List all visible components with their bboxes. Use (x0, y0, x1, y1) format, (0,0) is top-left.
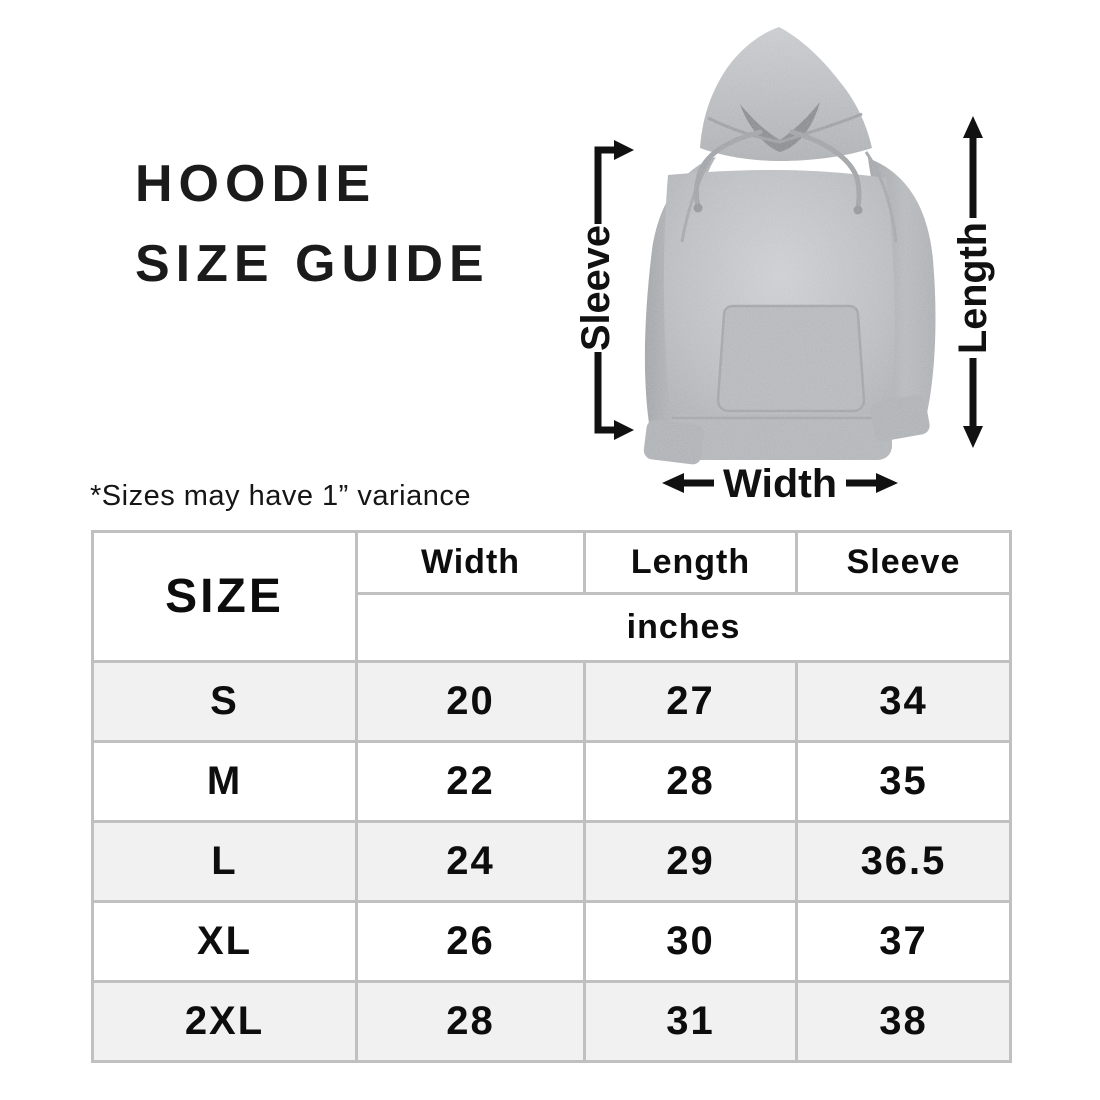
hoodie-measurement-diagram: Sleeve Length Width (574, 27, 995, 506)
table-header-row: SIZE Width Length Sleeve (91, 530, 1012, 663)
page-title-line2: SIZE GUIDE (135, 235, 490, 293)
width-column-header: Width (355, 530, 586, 595)
hoodie-hem-band (668, 414, 892, 460)
table-row-xl: XL 26 30 37 (91, 900, 1012, 983)
sleeve-cell: 37 (795, 900, 1012, 983)
sleeve-cell: 35 (795, 740, 1012, 823)
size-cell: 2XL (91, 980, 358, 1063)
hoodie-figure: Sleeve Length Width (540, 0, 1020, 515)
left-drawstring (693, 129, 763, 209)
left-cuff (643, 419, 705, 465)
width-cell: 28 (355, 980, 586, 1063)
width-label: Width (723, 462, 837, 506)
page-title-line1: HOODIE (135, 155, 377, 213)
size-table: SIZE Width Length Sleeve inches S 20 27 … (91, 530, 1012, 1063)
table-row-l: L 24 29 36.5 (91, 820, 1012, 903)
right-raglan-seam (864, 151, 898, 243)
length-cell: 29 (583, 820, 798, 903)
sleeve-cell: 34 (795, 660, 1012, 743)
sleeve-column-header: Sleeve (795, 530, 1012, 595)
sleeve-label: Sleeve (574, 225, 618, 351)
length-arrow-icon (963, 116, 983, 448)
length-cell: 30 (583, 900, 798, 983)
length-cell: 28 (583, 740, 798, 823)
width-arrow-icon (662, 473, 898, 493)
width-cell: 20 (355, 660, 586, 743)
hoodie-illustration (643, 27, 936, 465)
left-drawstring-aglet (693, 203, 703, 213)
sleeve-arrow-icon (594, 140, 634, 440)
size-cell: XL (91, 900, 358, 983)
size-column-header: SIZE (91, 530, 358, 663)
size-cell: L (91, 820, 358, 903)
sleeve-cell: 36.5 (795, 820, 1012, 903)
unit-label: inches (355, 592, 1012, 663)
length-cell: 27 (583, 660, 798, 743)
length-label: Length (951, 222, 995, 354)
width-cell: 24 (355, 820, 586, 903)
page-title: HOODIE SIZE GUIDE (135, 144, 490, 304)
table-row-m: M 22 28 35 (91, 740, 1012, 823)
sleeve-cell: 38 (795, 980, 1012, 1063)
length-column-header: Length (583, 530, 798, 595)
right-drawstring (789, 129, 862, 211)
size-cell: S (91, 660, 358, 743)
table-row-s: S 20 27 34 (91, 660, 1012, 743)
size-variance-note: *Sizes may have 1” variance (90, 480, 471, 512)
table-unit-row: inches (93, 592, 1012, 663)
table-row-2xl: 2XL 28 31 38 (91, 980, 1012, 1063)
right-cuff (870, 394, 930, 442)
length-cell: 31 (583, 980, 798, 1063)
right-drawstring-aglet (853, 205, 863, 215)
hood-rim-seam (707, 112, 863, 144)
width-cell: 22 (355, 740, 586, 823)
hoodie-pocket (716, 304, 866, 413)
width-cell: 26 (355, 900, 586, 983)
size-cell: M (91, 740, 358, 823)
